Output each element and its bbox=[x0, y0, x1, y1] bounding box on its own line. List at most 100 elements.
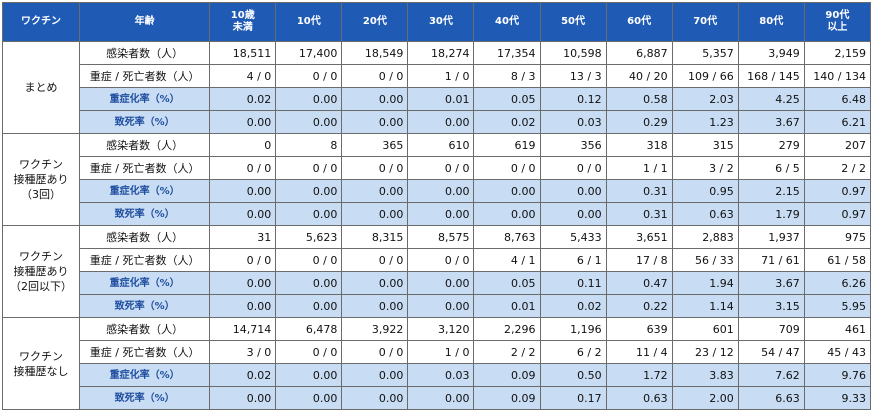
table-cell: 2,296 bbox=[473, 317, 541, 341]
table-cell: 40 / 20 bbox=[605, 64, 673, 88]
table-row: 重症化率（%） 0.00 0.00 0.00 0.00 0.05 0.11 0.47 1.94 3… bbox=[3, 271, 872, 295]
table-cell: 356 bbox=[539, 133, 607, 157]
table-body: まとめ 感染者数（人） 18,511 17,400 18,549 18,274 17,354… bbox=[1, 41, 872, 410]
table-cell: 619 bbox=[473, 133, 541, 157]
table-cell: 0 / 0 bbox=[275, 340, 343, 364]
row-label: 感染者数（人） bbox=[79, 225, 211, 249]
table-cell: 0 / 0 bbox=[209, 248, 277, 272]
table-cell: 9.76 bbox=[803, 363, 872, 387]
table-cell: 3 / 0 bbox=[209, 340, 277, 364]
table-cell: 6 / 2 bbox=[539, 340, 607, 364]
table-cell: 8,315 bbox=[341, 225, 409, 249]
row-label: 重症化率（%） bbox=[79, 179, 211, 203]
group-label: まとめ bbox=[1, 41, 81, 134]
table-cell: 0.11 bbox=[539, 271, 607, 295]
table-cell: 639 bbox=[605, 317, 673, 341]
table-cell: 0.97 bbox=[803, 179, 872, 203]
table-cell: 2 / 2 bbox=[803, 156, 872, 180]
table-cell: 0.01 bbox=[473, 294, 541, 318]
table-row: 重症化率（%） 0.00 0.00 0.00 0.00 0.00 0.00 0.31 0.95 2… bbox=[3, 179, 872, 203]
table-cell: 14,714 bbox=[209, 317, 277, 341]
table-cell: 0.02 bbox=[209, 87, 277, 111]
header-age-5: 50代 bbox=[539, 2, 607, 42]
table-cell: 0.00 bbox=[407, 179, 475, 203]
table-cell: 0.00 bbox=[407, 202, 475, 226]
table-cell: 0.01 bbox=[407, 87, 475, 111]
table-cell: 0.00 bbox=[275, 363, 343, 387]
table-cell: 7.62 bbox=[737, 363, 805, 387]
table-cell: 610 bbox=[407, 133, 475, 157]
table-cell: 2,159 bbox=[803, 41, 872, 65]
table-cell: 0 / 0 bbox=[407, 156, 475, 180]
table-cell: 8,575 bbox=[407, 225, 475, 249]
table-cell: 3.67 bbox=[737, 110, 805, 134]
table-row: 致死率（%） 0.00 0.00 0.00 0.00 0.01 0.02 0.22 1.14 3.… bbox=[3, 294, 872, 318]
row-label: 重症 / 死亡者数（人） bbox=[79, 156, 211, 180]
table-cell: 6.26 bbox=[803, 271, 872, 295]
table-cell: 315 bbox=[671, 133, 739, 157]
row-label: 重症 / 死亡者数（人） bbox=[79, 64, 211, 88]
table-cell: 0.00 bbox=[407, 294, 475, 318]
table-row: ワクチン 接種歴あり （3回） 感染者数（人） 0 8 365 610 619 356 318 3… bbox=[1, 133, 872, 226]
table-cell: 0.00 bbox=[539, 202, 607, 226]
header-age-4: 40代 bbox=[473, 2, 541, 42]
table-cell: 461 bbox=[803, 317, 872, 341]
row-label: 致死率（%） bbox=[79, 110, 211, 134]
table-cell: 0.22 bbox=[605, 294, 673, 318]
row-label: 感染者数（人） bbox=[79, 41, 211, 65]
vaccine-stats-table: ワクチン 年齢 10歳 未満 10代 20代 30代 40代 50代 60代 70代 80代 90… bbox=[1, 2, 872, 410]
table-cell: 0.47 bbox=[605, 271, 673, 295]
header-age-9: 90代 以上 bbox=[803, 2, 872, 42]
group-label: ワクチン 接種歴あり （3回） bbox=[1, 133, 81, 226]
table-cell: 6 / 5 bbox=[737, 156, 805, 180]
table-cell: 3 / 2 bbox=[671, 156, 739, 180]
row-label: 重症 / 死亡者数（人） bbox=[79, 248, 211, 272]
table-cell: 0.00 bbox=[209, 110, 277, 134]
table-cell: 0 / 0 bbox=[275, 156, 343, 180]
table-cell: 0.00 bbox=[341, 110, 409, 134]
row-label: 感染者数（人） bbox=[79, 317, 211, 341]
table-cell: 0 / 0 bbox=[341, 340, 409, 364]
table-cell: 0.05 bbox=[473, 271, 541, 295]
table-cell: 3.83 bbox=[671, 363, 739, 387]
table-row: ワクチン 接種歴なし 感染者数（人） 14,714 6,478 3,922 3,120 2,… bbox=[1, 317, 872, 410]
group-label: ワクチン 接種歴なし bbox=[1, 317, 81, 410]
table-row: 致死率（%） 0.00 0.00 0.00 0.00 0.02 0.03 0.29 1.23 3.… bbox=[3, 110, 872, 134]
table-cell: 1.14 bbox=[671, 294, 739, 318]
table-cell: 6.21 bbox=[803, 110, 872, 134]
table-cell: 0.95 bbox=[671, 179, 739, 203]
row-label: 致死率（%） bbox=[79, 202, 211, 226]
table-cell: 0.03 bbox=[539, 110, 607, 134]
table-cell: 1.79 bbox=[737, 202, 805, 226]
table-cell: 0.00 bbox=[275, 294, 343, 318]
row-label: 致死率（%） bbox=[79, 294, 211, 318]
table-cell: 4 / 1 bbox=[473, 248, 541, 272]
header-row: ワクチン 年齢 10歳 未満 10代 20代 30代 40代 50代 60代 70代 80代 90… bbox=[1, 2, 872, 42]
table-cell: 0.00 bbox=[407, 271, 475, 295]
table-cell: 168 / 145 bbox=[737, 64, 805, 88]
table-cell: 18,511 bbox=[209, 41, 277, 65]
table-cell: 6.63 bbox=[737, 386, 805, 410]
table-cell: 0.09 bbox=[473, 363, 541, 387]
table-row: 致死率（%） 0.00 0.00 0.00 0.00 0.09 0.17 0.63 2.00 6.… bbox=[3, 386, 872, 410]
table-cell: 54 / 47 bbox=[737, 340, 805, 364]
table-cell: 3,651 bbox=[605, 225, 673, 249]
table-cell: 0.12 bbox=[539, 87, 607, 111]
table-cell: 0.17 bbox=[539, 386, 607, 410]
table-cell: 6,887 bbox=[605, 41, 673, 65]
table-cell: 5.95 bbox=[803, 294, 872, 318]
table-cell: 0.29 bbox=[605, 110, 673, 134]
table-cell: 11 / 4 bbox=[605, 340, 673, 364]
table-cell: 5,433 bbox=[539, 225, 607, 249]
table-cell: 45 / 43 bbox=[803, 340, 872, 364]
table-cell: 17,400 bbox=[275, 41, 343, 65]
table-cell: 3.15 bbox=[737, 294, 805, 318]
table-header: ワクチン 年齢 10歳 未満 10代 20代 30代 40代 50代 60代 70代 80代 90… bbox=[1, 2, 872, 42]
table-cell: 3,922 bbox=[341, 317, 409, 341]
table-cell: 109 / 66 bbox=[671, 64, 739, 88]
table-cell: 61 / 58 bbox=[803, 248, 872, 272]
table-cell: 0.00 bbox=[341, 363, 409, 387]
table-cell: 0.00 bbox=[275, 202, 343, 226]
